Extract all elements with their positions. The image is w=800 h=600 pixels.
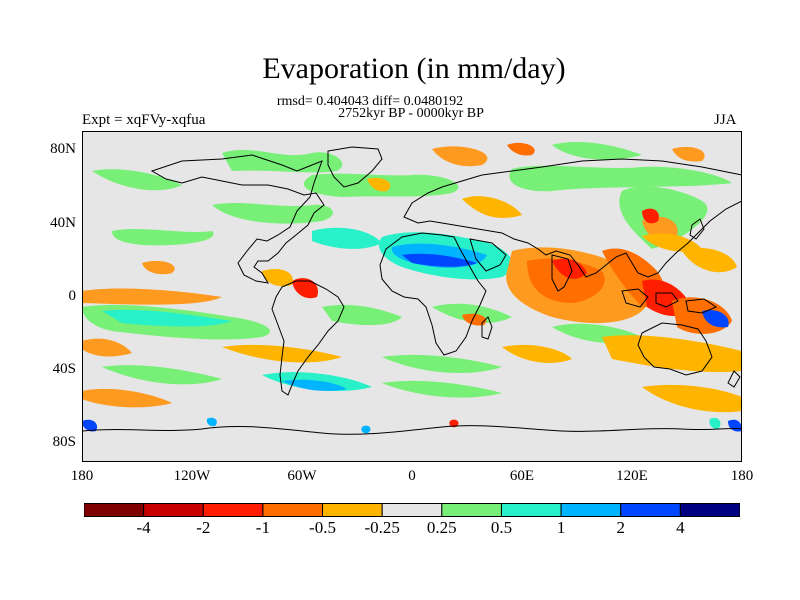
colorbar-label: -2	[196, 518, 211, 537]
colorbar-label: 0.5	[490, 518, 513, 537]
y-tick-label: 80S	[52, 434, 76, 450]
figure-title: Evaporation (in mm/day)	[262, 52, 566, 85]
colorbar-label: -1	[255, 518, 270, 537]
anomaly-contour-fields	[82, 142, 742, 434]
x-tick-label: 120E	[616, 468, 648, 484]
colorbar-swatch	[202, 503, 264, 517]
colorbar-label: -4	[136, 518, 151, 537]
colorbar-swatch	[262, 503, 324, 517]
season-label: JJA	[714, 112, 737, 128]
colorbar	[84, 503, 740, 517]
x-tick-label: 60E	[509, 468, 535, 484]
colorbar-swatch	[441, 503, 502, 517]
x-tick-label: 0	[408, 468, 416, 484]
colorbar-label: 2	[616, 518, 625, 537]
colorbar-swatch	[322, 503, 383, 517]
y-tick-label: 40N	[50, 215, 76, 231]
y-tick-label: 0	[68, 288, 77, 304]
y-tick-label: 80N	[50, 141, 76, 157]
colorbar-swatch	[84, 503, 145, 517]
colorbar-label: 0.25	[426, 518, 457, 537]
coastlines	[82, 146, 742, 435]
map-border	[82, 131, 742, 462]
colorbar-label: -0.5	[309, 518, 336, 537]
colorbar-swatch	[143, 503, 204, 517]
x-tick-label: 60W	[287, 468, 317, 484]
evaporation-anomaly-map	[82, 131, 742, 462]
colorbar-swatch	[679, 503, 740, 517]
x-tick-label: 120W	[173, 468, 211, 484]
colorbar-swatch	[500, 503, 562, 517]
statistics-subtitle: rmsd= 0.404043 diff= 0.0480192	[276, 94, 464, 109]
colorbar-label: -0.25	[364, 518, 400, 537]
period-subtitle: 2752kyr BP - 0000kyr BP	[338, 106, 484, 121]
y-tick-label: 40S	[52, 361, 76, 377]
colorbar-swatch	[381, 503, 443, 517]
colorbar-label: 4	[676, 518, 685, 537]
x-tick-label: 180	[70, 468, 94, 484]
experiment-label: Expt = xqFVy-xqfua	[82, 112, 206, 128]
colorbar-swatch	[560, 503, 622, 517]
x-tick-label: 180	[730, 468, 754, 484]
colorbar-swatch	[620, 503, 681, 517]
colorbar-label: 1	[556, 518, 566, 537]
